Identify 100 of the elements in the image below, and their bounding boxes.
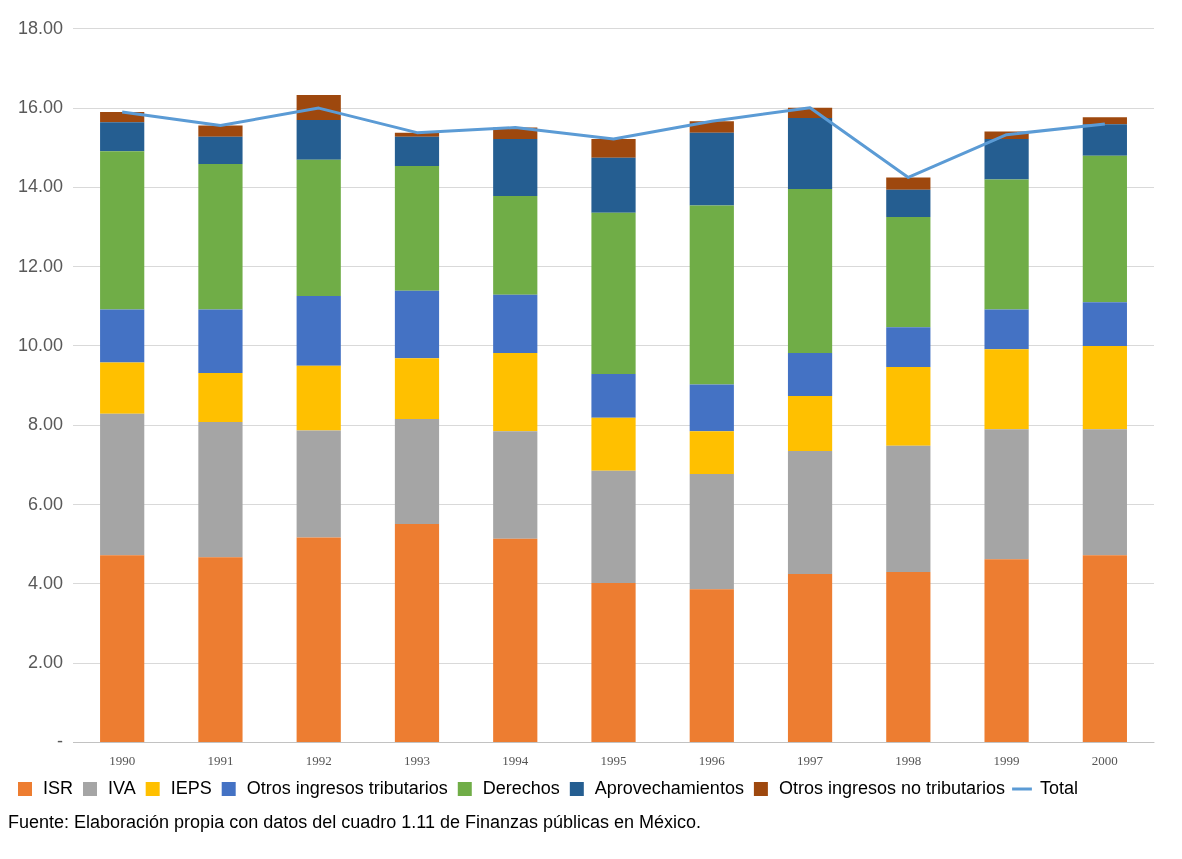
bar	[493, 431, 538, 539]
bar	[886, 366, 931, 446]
bar	[886, 327, 931, 367]
bar	[394, 165, 440, 291]
bar	[394, 418, 440, 524]
source-note: Fuente: Elaboración propia con datos del cuadro 1.11 de Finanzas públicas en México.	[8, 812, 703, 833]
x-tick-label: 1996	[698, 752, 726, 768]
bar	[886, 217, 931, 328]
bar	[886, 177, 931, 190]
bar	[493, 196, 538, 295]
bar	[689, 589, 734, 742]
bar	[591, 374, 636, 418]
bar	[689, 132, 734, 206]
bar	[1082, 345, 1127, 430]
bar	[1082, 302, 1127, 346]
bar	[591, 583, 636, 742]
bar	[1082, 124, 1127, 156]
bar	[984, 179, 1029, 310]
bar	[787, 188, 833, 354]
bar	[886, 189, 931, 218]
bar	[689, 384, 734, 432]
bar	[787, 451, 833, 574]
y-tick-label: 4.00	[28, 572, 64, 593]
x-tick-label: 1995	[600, 752, 627, 768]
bar	[984, 309, 1029, 350]
bar	[296, 159, 341, 296]
x-tick-label: 1993	[403, 752, 430, 768]
bar	[296, 119, 341, 160]
legend-label: IEPS	[170, 777, 212, 798]
bar	[886, 445, 931, 572]
legend-label: Total	[1039, 777, 1079, 798]
bar	[296, 365, 341, 431]
bar	[100, 309, 145, 363]
bar	[198, 309, 243, 373]
legend-label: IVA	[108, 777, 136, 798]
bar	[493, 139, 538, 197]
y-tick-label: 6.00	[28, 493, 64, 514]
bar	[984, 559, 1029, 742]
bar	[198, 163, 243, 310]
x-tick-label: 1997	[797, 752, 824, 768]
bar	[394, 290, 440, 359]
bar	[886, 571, 931, 742]
bar	[689, 431, 734, 475]
bar	[394, 136, 440, 166]
bar	[394, 132, 440, 137]
bar	[1082, 155, 1127, 303]
bar	[493, 538, 538, 742]
bar	[984, 139, 1029, 180]
x-tick-label: 1992	[305, 752, 332, 768]
bar	[1082, 429, 1127, 556]
y-tick-label: 2.00	[28, 652, 64, 673]
bar	[591, 470, 636, 584]
x-tick-label: 1991	[207, 752, 234, 768]
bar	[198, 136, 243, 164]
bar	[493, 294, 538, 354]
bar	[100, 362, 145, 414]
y-tick-label: 16.00	[18, 97, 64, 118]
bar	[591, 212, 636, 375]
bar	[198, 372, 243, 423]
bar	[984, 349, 1029, 430]
bar	[198, 125, 243, 137]
bar	[394, 358, 440, 419]
bar	[100, 122, 145, 152]
y-tick-label: 12.00	[18, 255, 64, 276]
x-tick-label: 1994	[502, 752, 529, 768]
bar	[296, 296, 341, 366]
x-tick-label: 2000	[1091, 752, 1118, 768]
legend-label: Derechos	[482, 777, 560, 798]
bar	[689, 474, 734, 590]
bar	[198, 422, 243, 558]
y-tick-label: 10.00	[18, 334, 64, 355]
bar	[100, 555, 145, 742]
bar	[787, 395, 833, 452]
bar	[787, 353, 833, 396]
legend-label: Otros ingresos tributarios	[246, 777, 448, 798]
bar	[787, 573, 833, 742]
bar	[198, 557, 243, 742]
bar	[296, 430, 341, 538]
y-tick-label: 14.00	[18, 176, 64, 197]
bar	[493, 353, 538, 432]
y-tick-label: 18.00	[18, 17, 64, 38]
bar	[689, 205, 734, 385]
y-tick-label: 8.00	[28, 414, 64, 435]
x-tick-label: 1998	[895, 752, 922, 768]
bar	[296, 537, 341, 742]
legend-label: Aprovechamientos	[594, 777, 744, 798]
bar	[984, 429, 1029, 560]
bar	[100, 151, 145, 310]
bar	[591, 417, 636, 471]
y-tick-label: -	[57, 731, 64, 752]
bar	[591, 139, 636, 158]
legend-label: ISR	[43, 777, 74, 798]
bar	[394, 523, 440, 742]
bar	[787, 118, 833, 189]
bar	[1082, 555, 1127, 742]
legend-label: Otros ingresos no tributarios	[778, 777, 1005, 798]
x-tick-label: 1990	[109, 752, 136, 768]
bar	[591, 157, 636, 213]
bar	[100, 413, 145, 556]
bar	[1082, 117, 1127, 125]
